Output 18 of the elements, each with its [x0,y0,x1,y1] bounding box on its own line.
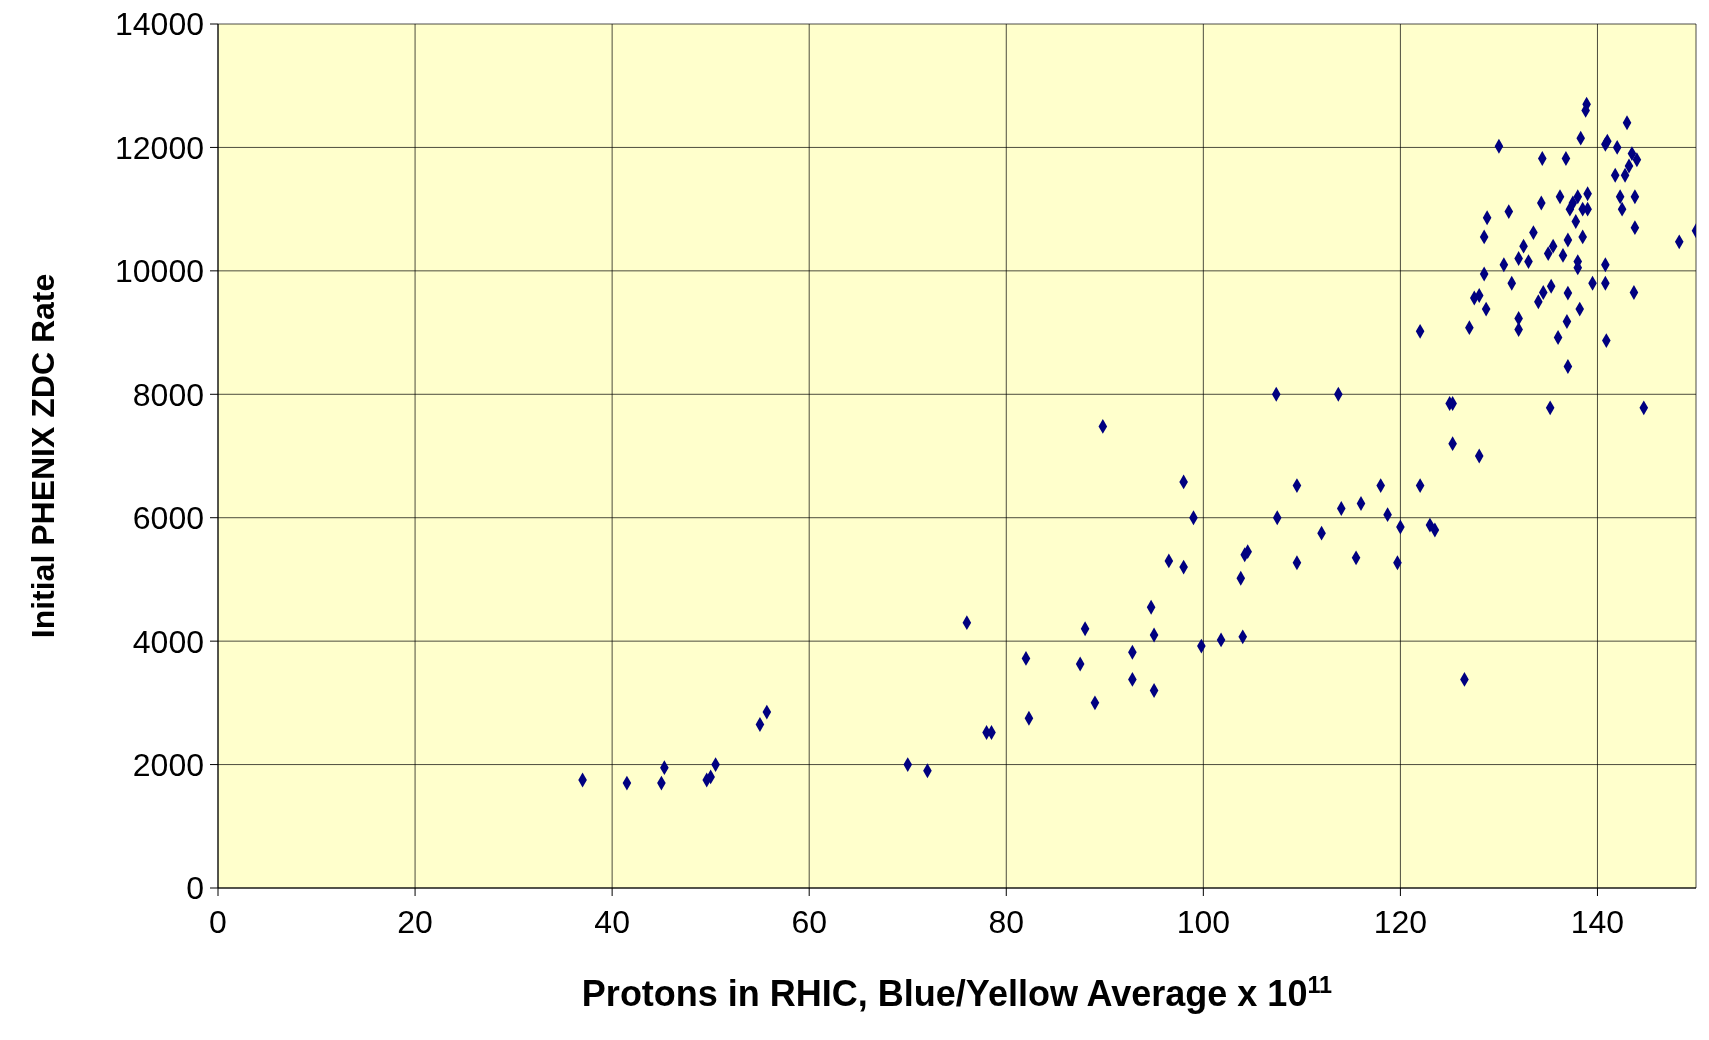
y-tick-label: 4000 [132,623,204,660]
x-tick-label: 80 [988,903,1025,940]
x-tick-label: 120 [1373,903,1428,940]
y-tick-label: 2000 [132,746,204,783]
y-tick-label: 12000 [115,129,204,166]
x-tick-label: 0 [209,903,227,940]
x-tick-label: 140 [1570,903,1625,940]
y-tick-label: 8000 [132,376,204,413]
y-tick-label: 6000 [132,500,204,537]
x-axis-title: Protons in RHIC, Blue/Yellow Average x 10$^{11}$ [581,972,1333,1014]
y-tick-label: 0 [186,870,204,907]
x-tick-label: 40 [594,903,630,940]
x-tick-label: 60 [791,903,827,940]
y-axis-title: Initial PHENIX ZDC Rate [25,273,61,639]
y-tick-label: 10000 [115,253,204,290]
x-tick-label: 20 [397,903,433,940]
y-tick-label: 14000 [115,6,204,43]
x-tick-label: 100 [1176,903,1231,940]
